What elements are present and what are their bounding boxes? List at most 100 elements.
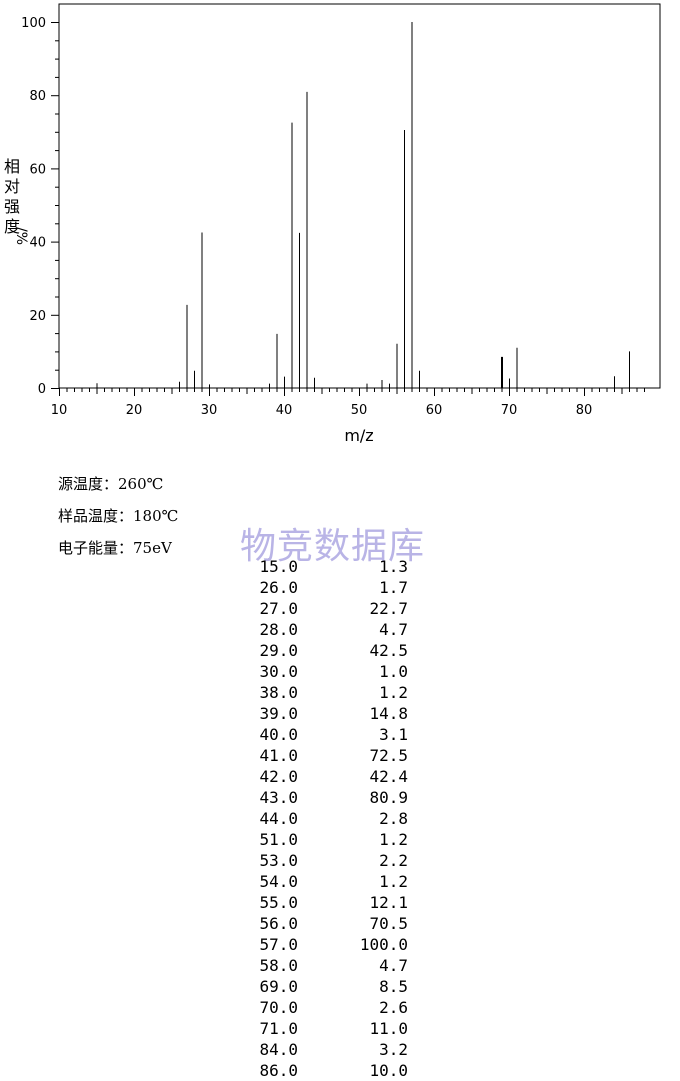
y-axis-label-char: 强 [4,197,20,216]
x-tick-label: 50 [351,403,368,418]
source-temperature: 源温度：260℃ [58,475,164,493]
intensity-value: 1.3 [379,557,408,576]
mz-value: 58.0 [259,956,298,975]
y-tick-label: 0 [38,382,46,397]
table-row: 56.0 70.5 [246,913,416,934]
table-row: 26.0 1.7 [246,577,416,598]
x-tick-label: 30 [201,403,218,418]
intensity-value: 2.8 [379,809,408,828]
intensity-value: 1.2 [379,683,408,702]
intensity-value: 80.9 [369,788,408,807]
y-tick-label: 40 [29,236,46,251]
mz-value: 28.0 [259,620,298,639]
mz-value: 51.0 [259,830,298,849]
intensity-value: 42.4 [369,767,408,786]
table-row: 51.0 1.2 [246,829,416,850]
plot-frame [58,3,661,389]
x-tick-label: 70 [501,403,518,418]
table-row: 15.0 1.3 [246,556,416,577]
y-axis-label-char: 度 [4,217,20,236]
mz-value: 38.0 [259,683,298,702]
intensity-value: 1.2 [379,830,408,849]
mz-value: 41.0 [259,746,298,765]
intensity-value: 10.0 [369,1061,408,1080]
y-axis-label-unit: /% [13,227,29,245]
y-axis-label-char: 对 [4,177,20,196]
intensity-value: 1.7 [379,578,408,597]
y-tick-label: 60 [29,162,46,177]
mz-value: 44.0 [259,809,298,828]
y-axis-label-char: 相 [4,157,20,176]
table-row: 44.0 2.8 [246,808,416,829]
intensity-value: 42.5 [369,641,408,660]
intensity-value: 4.7 [379,620,408,639]
table-row: 55.0 12.1 [246,892,416,913]
mz-value: 55.0 [259,893,298,912]
table-row: 69.0 8.5 [246,976,416,997]
watermark: 物竞数据库 [240,526,426,567]
mz-value: 39.0 [259,704,298,723]
table-row: 42.0 42.4 [246,766,416,787]
sample-temperature: 样品温度：180℃ [58,507,179,525]
table-row: 28.0 4.7 [246,619,416,640]
table-row: 30.0 1.0 [246,661,416,682]
mz-value: 43.0 [259,788,298,807]
x-tick-label: 40 [276,403,293,418]
table-row: 39.0 14.8 [246,703,416,724]
mz-value: 71.0 [259,1019,298,1038]
mz-value: 86.0 [259,1061,298,1080]
intensity-value: 8.5 [379,977,408,996]
mz-value: 57.0 [259,935,298,954]
intensity-value: 14.8 [369,704,408,723]
table-row: 84.0 3.2 [246,1039,416,1060]
x-tick-label: 60 [426,403,443,418]
electron-energy: 电子能量：75eV [58,539,172,557]
table-row: 27.0 22.7 [246,598,416,619]
table-row: 38.0 1.2 [246,682,416,703]
table-row: 58.0 4.7 [246,955,416,976]
y-tick-label: 20 [29,309,46,324]
mz-value: 69.0 [259,977,298,996]
intensity-value: 2.2 [379,851,408,870]
x-tick-label: 20 [126,403,143,418]
intensity-value: 12.1 [369,893,408,912]
table-row: 54.0 1.2 [246,871,416,892]
mz-value: 53.0 [259,851,298,870]
mz-value: 70.0 [259,998,298,1017]
intensity-value: 22.7 [369,599,408,618]
intensity-value: 4.7 [379,956,408,975]
table-row: 86.0 10.0 [246,1060,416,1081]
x-tick-label: 10 [51,403,68,418]
mz-value: 15.0 [259,557,298,576]
table-row: 71.0 11.0 [246,1018,416,1039]
intensity-value: 2.6 [379,998,408,1017]
table-row: 53.0 2.2 [246,850,416,871]
mz-value: 40.0 [259,725,298,744]
intensity-value: 11.0 [369,1019,408,1038]
table-row: 40.0 3.1 [246,724,416,745]
mz-value: 54.0 [259,872,298,891]
y-tick-label: 100 [21,16,46,31]
intensity-value: 1.2 [379,872,408,891]
mz-value: 84.0 [259,1040,298,1059]
intensity-value: 3.2 [379,1040,408,1059]
y-tick-label: 80 [29,89,46,104]
intensity-value: 70.5 [369,914,408,933]
mz-value: 30.0 [259,662,298,681]
peak-table: 15.0 1.3 26.0 1.7 27.0 22.7 28.0 4.7 29.0 42.5 30.… [246,556,416,1081]
table-row: 57.0 100.0 [246,934,416,955]
mz-value: 56.0 [259,914,298,933]
x-tick-label: 80 [576,403,593,418]
intensity-value: 3.1 [379,725,408,744]
table-row: 41.0 72.5 [246,745,416,766]
x-axis-label: m/z [344,426,373,445]
intensity-value: 1.0 [379,662,408,681]
table-row: 70.0 2.6 [246,997,416,1018]
intensity-value: 72.5 [369,746,408,765]
intensity-value: 100.0 [359,935,408,954]
mz-value: 26.0 [259,578,298,597]
table-row: 43.0 80.9 [246,787,416,808]
mz-value: 29.0 [259,641,298,660]
